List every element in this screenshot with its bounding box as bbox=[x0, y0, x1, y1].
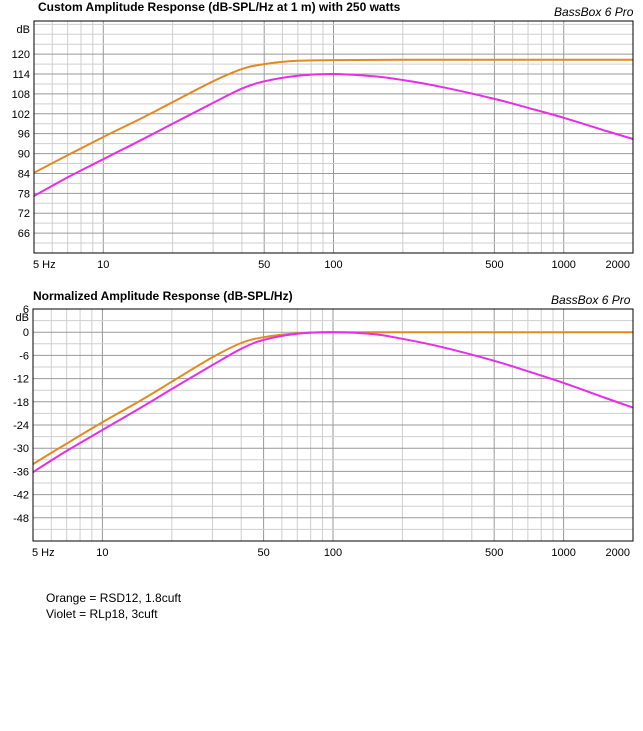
y-tick-label: 114 bbox=[12, 69, 30, 81]
series-line-violet bbox=[32, 331, 634, 474]
x-tick-label: 1000 bbox=[551, 259, 575, 271]
series-line-orange bbox=[32, 331, 633, 465]
legend-orange: Orange = RSD12, 1.8cuft bbox=[46, 591, 182, 605]
y-tick-label: -12 bbox=[13, 374, 29, 386]
x-tick-label: 1000 bbox=[551, 547, 575, 559]
grid bbox=[32, 308, 634, 542]
x-tick-label: 500 bbox=[485, 547, 503, 559]
x-tick-label: 5 Hz bbox=[32, 547, 55, 559]
y-tick-label: 90 bbox=[18, 149, 30, 161]
y-tick-label: 72 bbox=[18, 208, 30, 220]
legend-violet: Violet = RLp18, 3cuft bbox=[46, 607, 158, 621]
chart-2-plot: 6 0 -6 -12 -18 -24 -30 -36 -42 -48 dB 5 Hz 10 50 100 50… bbox=[13, 304, 634, 559]
y-tick-label: 6 bbox=[23, 304, 29, 316]
y-tick-label: 66 bbox=[18, 228, 30, 240]
y-axis-label: dB bbox=[17, 24, 30, 36]
x-tick-label: 50 bbox=[257, 547, 269, 559]
y-tick-label: -24 bbox=[13, 420, 29, 432]
x-tick-label: 2000 bbox=[606, 547, 630, 559]
chart-1-title: Custom Amplitude Response (dB-SPL/Hz at … bbox=[38, 0, 401, 14]
chart-1-brand: BassBox 6 Pro bbox=[554, 5, 634, 19]
x-tick-label: 100 bbox=[324, 547, 342, 559]
y-tick-label: 120 bbox=[12, 49, 30, 61]
y-tick-label: 0 bbox=[23, 327, 29, 339]
y-tick-label: -6 bbox=[19, 350, 29, 362]
y-tick-label: -18 bbox=[13, 397, 29, 409]
x-tick-label: 100 bbox=[324, 259, 342, 271]
x-tick-label: 500 bbox=[485, 259, 503, 271]
y-tick-label: 96 bbox=[18, 129, 30, 141]
plot-frame bbox=[33, 20, 634, 254]
series-line-violet bbox=[33, 72, 634, 197]
plot-frame bbox=[32, 308, 634, 542]
chart-2-brand: BassBox 6 Pro bbox=[551, 293, 631, 307]
x-tick-label: 10 bbox=[96, 547, 108, 559]
series-line-orange bbox=[33, 58, 633, 174]
chart-1-plot: 120 114 108 102 96 90 84 78 72 66 dB 5 Hz 10 50 100 500… bbox=[12, 20, 634, 271]
y-tick-label: 108 bbox=[12, 89, 30, 101]
y-tick-label: -48 bbox=[13, 513, 29, 525]
y-axis-label: dB bbox=[16, 312, 29, 324]
x-tick-label: 2000 bbox=[606, 259, 630, 271]
x-tick-label: 5 Hz bbox=[33, 259, 56, 271]
x-tick-label: 10 bbox=[97, 259, 109, 271]
y-tick-label: 102 bbox=[12, 109, 30, 121]
y-tick-label: -30 bbox=[13, 443, 29, 455]
y-tick-label: 84 bbox=[18, 168, 30, 180]
legend: Orange = RSD12, 1.8cuft Violet = RLp18, … bbox=[46, 590, 181, 622]
y-tick-label: -36 bbox=[13, 466, 29, 478]
grid bbox=[33, 21, 634, 254]
chart-2-title: Normalized Amplitude Response (dB-SPL/Hz… bbox=[33, 289, 293, 303]
y-tick-label: -42 bbox=[13, 490, 29, 502]
y-tick-label: 78 bbox=[18, 188, 30, 200]
x-tick-label: 50 bbox=[258, 259, 270, 271]
